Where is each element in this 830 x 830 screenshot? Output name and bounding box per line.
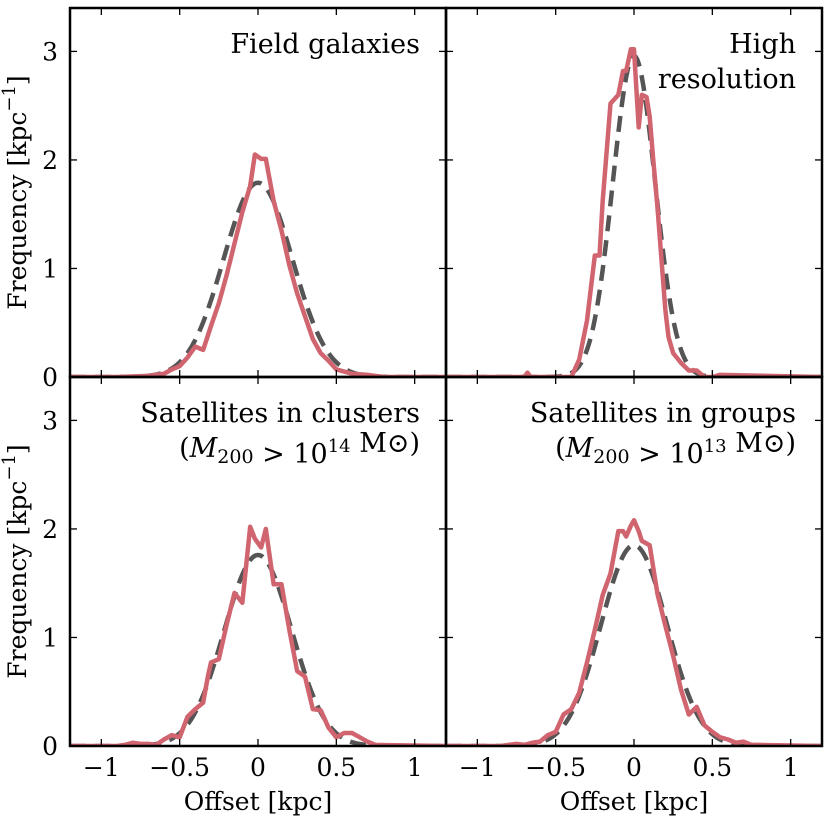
panel-title-line: Satellites in groups: [530, 398, 796, 429]
gaussian-fit-line: [446, 53, 822, 377]
panel-3: 0 1 2 3 −1 −0.5 0 0.5 1 Offset [kpc] Frequency [kp…: [0, 375, 448, 816]
y-tick-label: 3: [42, 37, 58, 66]
y-axis-label: Frequency [kpc−1]: [0, 444, 32, 678]
x-tick-label: −1: [459, 753, 496, 782]
panel-frame: [444, 375, 824, 748]
x-axis-label: Offset [kpc]: [560, 787, 709, 816]
y-tick-label: 0: [42, 732, 58, 761]
panel-title-line: (M200 > 1013 M⊙): [555, 428, 796, 470]
panel-title-line: High: [729, 29, 796, 60]
y-tick-label: 2: [42, 515, 58, 544]
gaussian-fit-line: [70, 180, 446, 377]
panel-2: High resolution: [444, 6, 824, 379]
y-axis-label: Frequency [kpc−1]: [0, 75, 32, 309]
panel-title-line: resolution: [658, 64, 796, 95]
x-tick-label: 1: [407, 753, 423, 782]
x-tick-label: −1: [83, 753, 120, 782]
x-tick-label: 0: [626, 753, 642, 782]
panel-title-line: Satellites in clusters: [140, 398, 420, 429]
x-tick-label: 0.5: [692, 753, 732, 782]
histogram-line: [70, 152, 446, 377]
histogram-line: [446, 518, 822, 746]
histogram-line: [446, 46, 822, 377]
x-tick-label: 0.5: [316, 753, 356, 782]
x-tick-label: 1: [783, 753, 799, 782]
x-tick-label: −0.5: [149, 753, 210, 782]
y-tick-label: 3: [42, 406, 58, 435]
panel-1: 0 1 2 3 Frequency [kpc−1] Field galaxies: [0, 6, 448, 392]
gaussian-fit-line: [70, 552, 446, 746]
y-tick-label: 1: [42, 623, 58, 652]
y-tick-label: 0: [42, 363, 58, 392]
panel-frame: [68, 6, 448, 379]
x-axis-label: Offset [kpc]: [184, 787, 333, 816]
gaussian-fit-line: [446, 542, 822, 746]
x-tick-label: 0: [250, 753, 266, 782]
panel-title-line: Field galaxies: [230, 29, 420, 60]
y-tick-label: 2: [42, 146, 58, 175]
panel-title-line: (M200 > 1014 M⊙): [179, 428, 420, 470]
x-tick-label: −0.5: [525, 753, 586, 782]
panel-4: −1 −0.5 0 0.5 1 Offset [kpc] Satellites in gro…: [444, 375, 824, 816]
y-tick-label: 1: [42, 254, 58, 283]
histogram-line: [70, 524, 446, 746]
